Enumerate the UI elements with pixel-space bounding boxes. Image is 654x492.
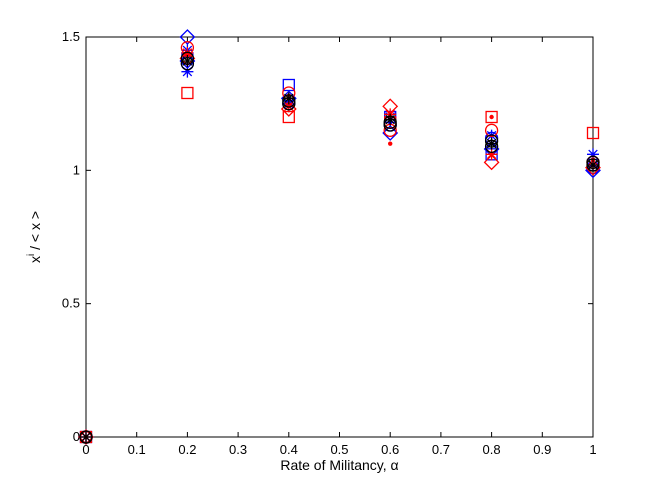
data-point-diamond bbox=[483, 154, 500, 171]
x-tick-label: 0.4 bbox=[280, 442, 298, 457]
data-point-star bbox=[485, 137, 498, 150]
x-tick-label: 0.8 bbox=[483, 442, 501, 457]
y-tick-label: 1.5 bbox=[62, 29, 80, 44]
data-point-star bbox=[282, 100, 295, 113]
data-point-star bbox=[181, 65, 194, 78]
data-point-diamond bbox=[179, 29, 196, 45]
data-point-star bbox=[587, 159, 599, 171]
x-tick-label: 0.7 bbox=[432, 442, 450, 457]
data-point-star bbox=[282, 92, 295, 105]
data-point-diamond bbox=[382, 125, 399, 141]
x-tick-label: 0.3 bbox=[229, 442, 247, 457]
data-point-square bbox=[586, 126, 600, 140]
data-point-circle bbox=[383, 118, 397, 132]
data-points bbox=[78, 29, 601, 445]
data-point-circle bbox=[282, 97, 296, 111]
x-tick-label: 0.1 bbox=[128, 442, 146, 457]
axis-ticks: 0 0.1 0.2 0.3 0.4 0.5 0.6 0.7 0.8 0.9 1 0 0.5 1 1.5 bbox=[62, 29, 597, 457]
data-point-square bbox=[181, 86, 194, 100]
data-point-square bbox=[282, 78, 295, 92]
data-point-dot bbox=[388, 141, 393, 146]
data-point-circle bbox=[586, 158, 600, 172]
data-point-circle bbox=[79, 430, 93, 444]
plot-area bbox=[85, 36, 594, 438]
x-tick-label: 0.6 bbox=[381, 442, 399, 457]
data-point-diamond bbox=[78, 429, 94, 445]
x-tick-label: 1 bbox=[589, 442, 596, 457]
y-tick-label: 0 bbox=[73, 429, 80, 444]
x-axis-label: Rate of Militancy, α bbox=[280, 457, 398, 473]
data-point-star bbox=[181, 47, 194, 59]
data-point-star bbox=[384, 113, 397, 126]
data-point-star bbox=[485, 148, 498, 161]
y-tick-label: 1 bbox=[73, 162, 80, 177]
data-point-star bbox=[80, 431, 92, 443]
data-point-circle bbox=[180, 57, 195, 71]
data-point-star bbox=[181, 55, 194, 67]
y-axis-label: xi / < x > bbox=[26, 211, 43, 263]
data-point-star bbox=[587, 148, 599, 161]
data-point-star bbox=[485, 129, 498, 142]
x-tick-label: 0 bbox=[82, 442, 89, 457]
data-point-circle bbox=[484, 139, 499, 153]
data-point-square bbox=[485, 110, 498, 124]
x-tick-label: 0.9 bbox=[533, 442, 551, 457]
data-point-circle bbox=[484, 123, 499, 137]
data-point-dot bbox=[489, 114, 494, 120]
x-tick-label: 0.2 bbox=[178, 442, 196, 457]
y-tick-label: 0.5 bbox=[62, 296, 80, 311]
x-tick-label: 0.5 bbox=[330, 442, 348, 457]
